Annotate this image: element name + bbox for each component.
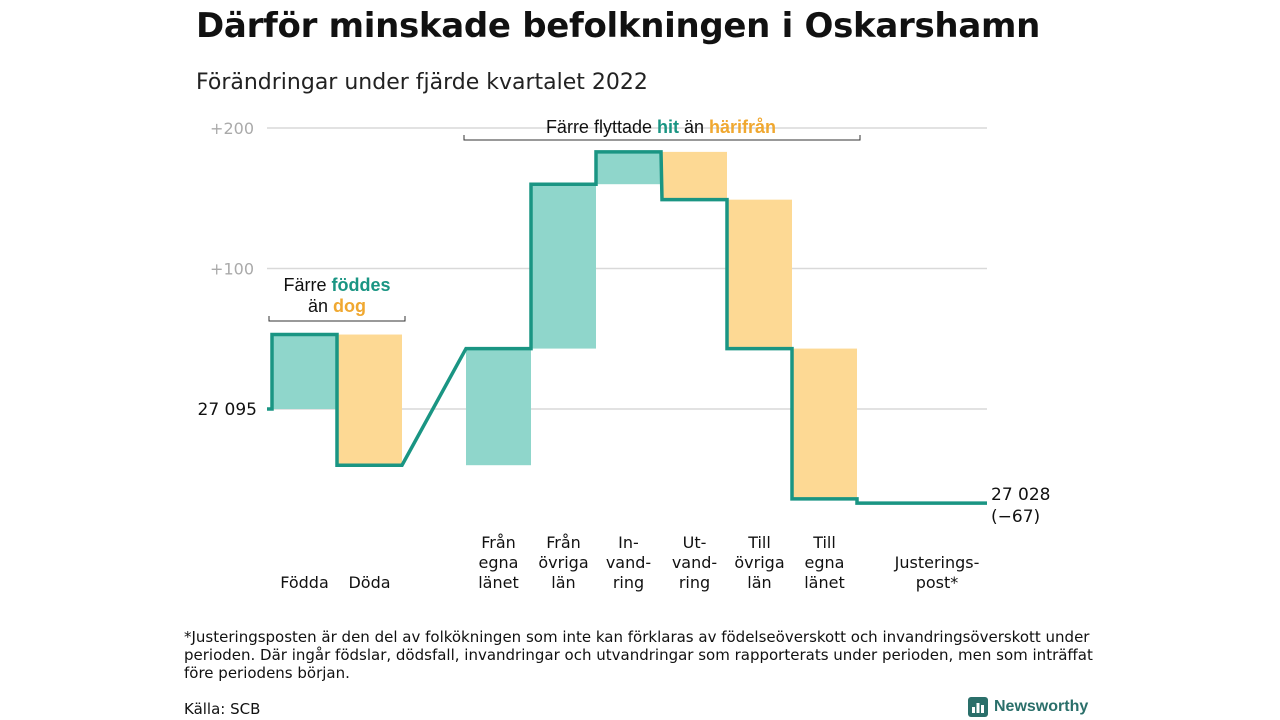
category-label: Döda: [348, 573, 390, 592]
annotation-migration: Färre flyttade hit än härifrån: [546, 117, 776, 137]
category-label: länet: [804, 573, 845, 592]
category-label: ring: [613, 573, 644, 592]
end-change-label: (−67): [991, 507, 1040, 527]
bar-5: [596, 151, 661, 185]
brand-logo[interactable]: Newsworthy: [968, 697, 1088, 717]
brand-name: Newsworthy: [994, 698, 1089, 715]
category-label: Justerings-: [894, 553, 980, 572]
y-tick-label: +100: [210, 260, 254, 279]
category-label: övriga: [538, 553, 588, 572]
category-label: vand-: [672, 553, 717, 572]
annotation-births-deaths-line2: än dog: [308, 296, 366, 316]
source-label: Källa: SCB: [184, 700, 261, 718]
category-label: övriga: [734, 553, 784, 572]
chart-subtitle: Förändringar under fjärde kvartalet 2022: [196, 70, 648, 95]
category-label: post*: [916, 573, 959, 592]
footnote: *Justeringsposten är den del av folkökni…: [184, 628, 1093, 682]
category-label: Ut-: [683, 533, 707, 552]
category-label: Från: [546, 533, 581, 552]
bar-7: [727, 199, 792, 349]
newsworthy-logo-icon: [968, 697, 988, 717]
running-total-line: [267, 150, 987, 505]
category-label: Till: [747, 533, 771, 552]
category-label: egna: [805, 553, 845, 572]
bar-3: [466, 348, 531, 466]
category-label: Till: [812, 533, 836, 552]
bar-6: [662, 151, 727, 200]
category-label: länet: [478, 573, 519, 592]
category-label: län: [551, 573, 575, 592]
category-label: Födda: [280, 573, 329, 592]
category-label: vand-: [606, 553, 651, 572]
annotation-bracket: [268, 316, 406, 322]
start-value-label: 27 095: [198, 400, 257, 420]
bar-1: [272, 334, 337, 409]
category-label: län: [747, 573, 771, 592]
end-value-label: 27 028: [991, 485, 1050, 505]
bar-4: [531, 184, 596, 349]
y-tick-label: +200: [210, 119, 254, 138]
category-label: ring: [679, 573, 710, 592]
annotation-bracket: [463, 135, 861, 141]
bar-2: [337, 334, 402, 466]
chart-title: Därför minskade befolkningen i Oskarsham…: [196, 6, 1040, 46]
category-label: egna: [479, 553, 519, 572]
category-label: Från: [481, 533, 516, 552]
bar-8: [792, 348, 857, 499]
annotation-births-deaths: Färre föddes: [283, 275, 390, 295]
category-label: In-: [618, 533, 639, 552]
